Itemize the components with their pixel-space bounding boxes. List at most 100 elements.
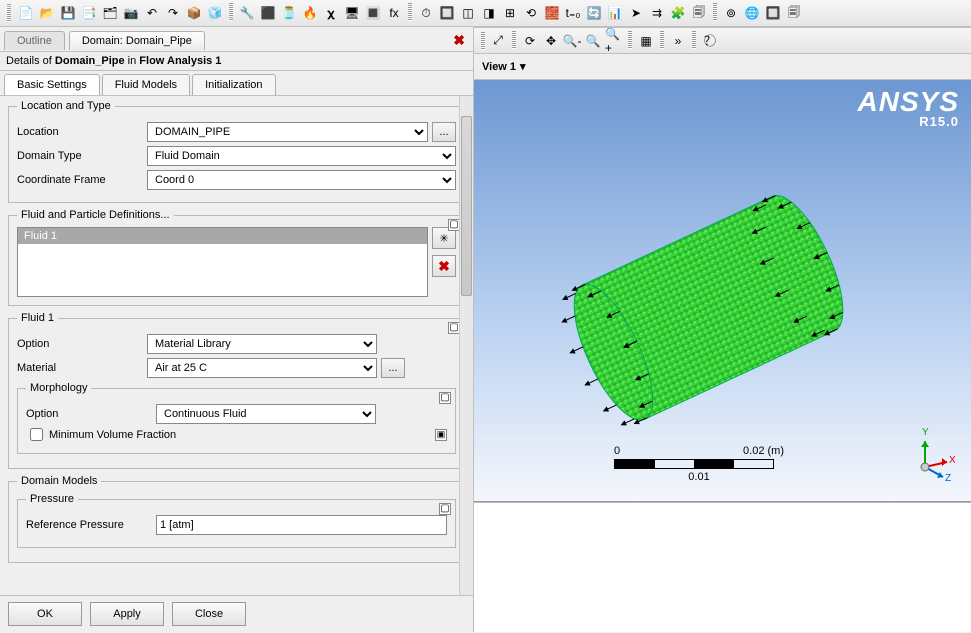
- toolbar-button[interactable]: ⤢: [488, 31, 508, 51]
- details-pre: Details of: [6, 55, 55, 67]
- toolbar-button[interactable]: ◨: [479, 3, 499, 23]
- scale-bar: 0 0.02 (m) 0.01: [614, 445, 784, 483]
- toolbar-button[interactable]: 🧊: [205, 3, 225, 23]
- checkbox-min-volume-fraction[interactable]: [30, 428, 43, 441]
- viewport-panel: ⤢ ⟳✥🔍-🔍🔍+ ▦ » ？⃝ View 1 ▾ ANSYS R15.0: [474, 27, 971, 632]
- toolbar-button[interactable]: ⊞: [500, 3, 520, 23]
- view-tab[interactable]: View 1: [482, 61, 516, 73]
- toolbar-button[interactable]: 🗂: [100, 3, 120, 23]
- toolbar-button[interactable]: 📷: [121, 3, 141, 23]
- toolbar-grip: [7, 4, 11, 22]
- toolbar-button[interactable]: 🧩: [668, 3, 688, 23]
- subtab-fluid-models[interactable]: Fluid Models: [102, 74, 190, 95]
- group-morphology: Morphology ▢ Option Continuous Fluid Min…: [17, 382, 456, 454]
- form-body: Location and Type Location DOMAIN_PIPE .…: [0, 95, 473, 595]
- tab-domain[interactable]: Domain: Domain_Pipe: [69, 31, 205, 50]
- select-morph-option[interactable]: Continuous Fluid: [156, 404, 376, 424]
- toolbar-button[interactable]: 📊: [605, 3, 625, 23]
- close-tab-icon[interactable]: ✖: [453, 32, 465, 49]
- location-browse-button[interactable]: ...: [432, 122, 456, 142]
- input-ref-pressure[interactable]: [156, 515, 447, 535]
- toolbar-button[interactable]: 🔲: [763, 3, 783, 23]
- toolbar-button[interactable]: ⇉: [647, 3, 667, 23]
- toolbar-button[interactable]: 🔥: [300, 3, 320, 23]
- scale-left: 0: [614, 445, 620, 457]
- group-fluid-definitions: Fluid and Particle Definitions... ▢ Flui…: [8, 209, 465, 306]
- tab-outline[interactable]: Outline: [4, 31, 65, 50]
- legend-pressure: Pressure: [26, 493, 78, 505]
- brand-watermark: ANSYS R15.0: [858, 86, 959, 129]
- toolbar-button[interactable]: 📄: [16, 3, 36, 23]
- toolbar-button[interactable]: 🔍: [583, 31, 603, 51]
- scrollbar-thumb[interactable]: [461, 116, 472, 296]
- toolbar-button[interactable]: 📂: [37, 3, 57, 23]
- subtab-initialization[interactable]: Initialization: [192, 74, 275, 95]
- toolbar-button[interactable]: 🧱: [542, 3, 562, 23]
- toolbar-button[interactable]: ◫: [458, 3, 478, 23]
- toolbar-button[interactable]: ⟲: [521, 3, 541, 23]
- toolbar-button[interactable]: 🗐: [784, 3, 804, 23]
- axis-triad: X Y Z: [895, 425, 955, 485]
- toolbar-button[interactable]: 🔲: [437, 3, 457, 23]
- dialog-buttons: OK Apply Close: [0, 595, 473, 632]
- subtab-basic-settings[interactable]: Basic Settings: [4, 74, 100, 95]
- toolbar-button[interactable]: 🔍-: [562, 31, 582, 51]
- select-material[interactable]: Air at 25 C: [147, 358, 377, 378]
- triad-y: Y: [922, 427, 929, 438]
- toolbar-button[interactable]: 🖥: [342, 3, 362, 23]
- toolbar-separator: [628, 31, 632, 49]
- toolbar-button[interactable]: ➤: [626, 3, 646, 23]
- 3d-viewport[interactable]: ANSYS R15.0: [474, 80, 971, 502]
- toolbar-button[interactable]: ⊚: [721, 3, 741, 23]
- group-pressure: Pressure ▢ Reference Pressure: [17, 493, 456, 548]
- label-coord-frame: Coordinate Frame: [17, 174, 147, 186]
- toolbar-grip: [481, 32, 485, 50]
- label-min-vf: Minimum Volume Fraction: [49, 429, 176, 441]
- toolbar-button[interactable]: 📑: [79, 3, 99, 23]
- toolbar-separator: [692, 31, 696, 49]
- legend-fluid1: Fluid 1: [17, 312, 58, 324]
- ok-button[interactable]: OK: [8, 602, 82, 626]
- toolbar-button[interactable]: 𝛘: [321, 3, 341, 23]
- toolbar-button[interactable]: ？⃝: [700, 31, 720, 51]
- toolbar-button[interactable]: 🔍+: [604, 31, 624, 51]
- toolbar-button[interactable]: 💾: [58, 3, 78, 23]
- form-scrollbar[interactable]: [459, 96, 473, 595]
- toolbar-button[interactable]: ↶: [142, 3, 162, 23]
- triad-x: X: [949, 455, 955, 466]
- toolbar-button[interactable]: 📦: [184, 3, 204, 23]
- collapse-morphology-icon[interactable]: ▢: [439, 392, 451, 404]
- select-location[interactable]: DOMAIN_PIPE: [147, 122, 428, 142]
- toolbar-button[interactable]: 🔧: [237, 3, 257, 23]
- material-browse-button[interactable]: ...: [381, 358, 405, 378]
- group-location-type: Location and Type Location DOMAIN_PIPE .…: [8, 100, 465, 203]
- toolbar-button[interactable]: t₌₀: [563, 3, 583, 23]
- toolbar-button[interactable]: 🌐: [742, 3, 762, 23]
- group-fluid1: Fluid 1 ▢ Option Material Library Materi…: [8, 312, 465, 469]
- toolbar-button[interactable]: 🗐: [689, 3, 709, 23]
- toolbar-button[interactable]: ↷: [163, 3, 183, 23]
- fluid-list-item[interactable]: Fluid 1: [18, 228, 427, 244]
- select-domain-type[interactable]: Fluid Domain: [147, 146, 456, 166]
- toolbar-button[interactable]: ▦: [636, 31, 656, 51]
- select-fluid-option[interactable]: Material Library: [147, 334, 377, 354]
- toolbar-button[interactable]: 🔄: [584, 3, 604, 23]
- toolbar-button[interactable]: ⟳: [520, 31, 540, 51]
- apply-button[interactable]: Apply: [90, 602, 164, 626]
- expand-min-vf-icon[interactable]: ▣: [435, 429, 447, 441]
- toolbar-button[interactable]: ✥: [541, 31, 561, 51]
- close-button[interactable]: Close: [172, 602, 246, 626]
- toolbar-button[interactable]: fx: [384, 3, 404, 23]
- toolbar-button[interactable]: 🫙: [279, 3, 299, 23]
- details-analysis-name: Flow Analysis 1: [139, 55, 221, 67]
- toolbar-separator: [229, 3, 233, 21]
- collapse-pressure-icon[interactable]: ▢: [439, 503, 451, 515]
- delete-fluid-button[interactable]: ✖: [432, 255, 456, 277]
- toolbar-button[interactable]: »: [668, 31, 688, 51]
- toolbar-button[interactable]: ⬛: [258, 3, 278, 23]
- view-dropdown-icon[interactable]: ▾: [520, 60, 526, 73]
- toolbar-button[interactable]: ⏱: [416, 3, 436, 23]
- fluid-list[interactable]: Fluid 1: [17, 227, 428, 297]
- select-coord-frame[interactable]: Coord 0: [147, 170, 456, 190]
- toolbar-button[interactable]: 🔳: [363, 3, 383, 23]
